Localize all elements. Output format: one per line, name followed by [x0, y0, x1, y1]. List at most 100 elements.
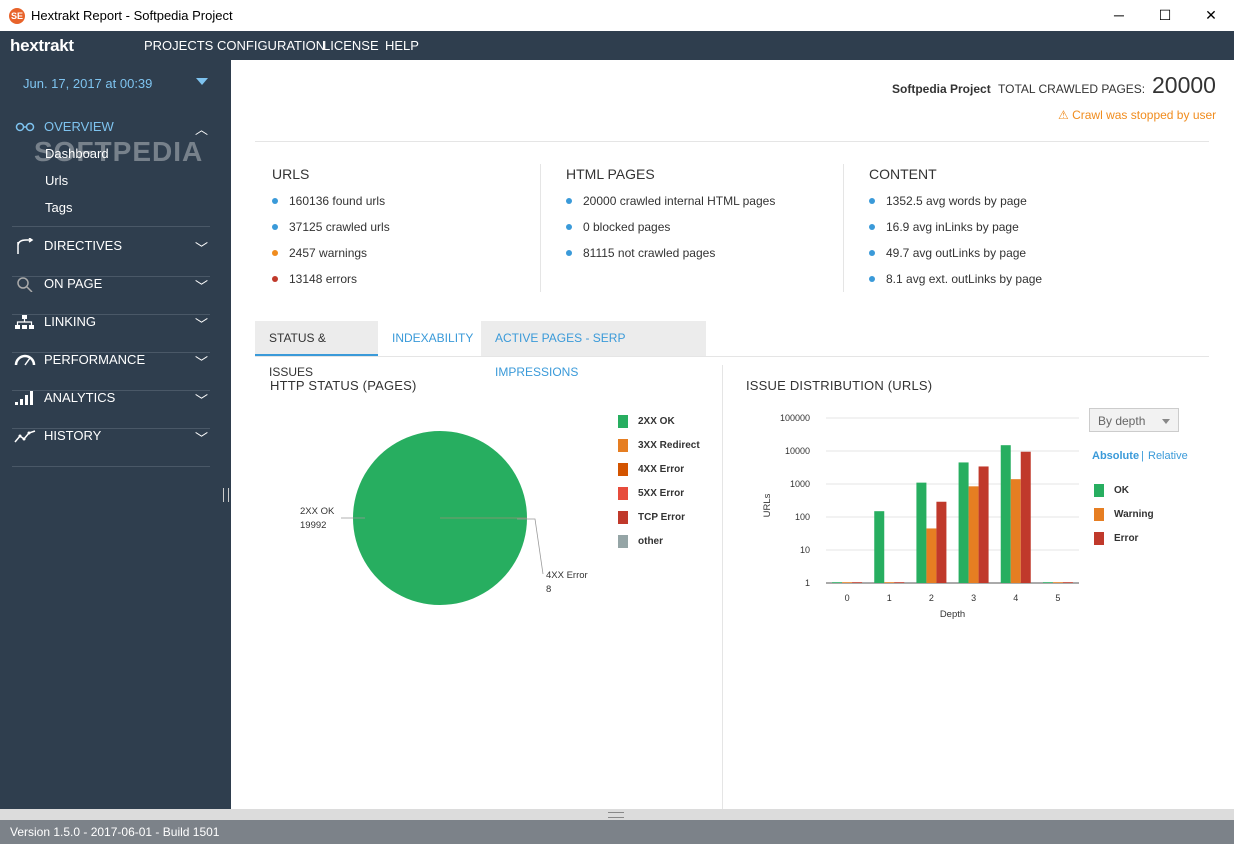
bullet-dot [566, 198, 572, 204]
stat-item: 13148 errors [272, 272, 390, 298]
minimize-button[interactable]: ─ [1114, 7, 1124, 23]
pie-leader-line [517, 518, 544, 575]
legend-swatch [1094, 532, 1104, 545]
glasses-icon [15, 122, 35, 132]
legend-swatch [618, 439, 628, 452]
divider [540, 164, 541, 292]
issue-distribution-title: ISSUE DISTRIBUTION (URLS) [746, 378, 933, 393]
bar [1052, 582, 1063, 583]
crawl-stopped-warning: ⚠ Crawl was stopped by user [1058, 108, 1217, 122]
y-axis-label: URLs [762, 493, 773, 517]
gauge-icon [14, 354, 36, 366]
divider [843, 164, 844, 292]
stat-item: 37125 crawled urls [272, 220, 390, 246]
menu-license[interactable]: LICENSE [323, 38, 379, 53]
depth-dropdown-value: By depth [1098, 414, 1146, 428]
sidebar-item-urls[interactable]: Urls [45, 173, 69, 188]
x-tick-label: 1 [887, 593, 892, 603]
status-bar: Version 1.5.0 - 2017-06-01 - Build 1501 [0, 809, 1234, 844]
stat-item: 20000 crawled internal HTML pages [566, 194, 775, 220]
bar [1020, 451, 1031, 583]
sidebar-section-overview[interactable]: OVERVIEW ︿ [12, 119, 210, 227]
sidebar-resize-handle[interactable] [223, 488, 229, 502]
total-crawled-label: TOTAL CRAWLED PAGES: [998, 82, 1146, 96]
stat-item: 8.1 avg ext. outLinks by page [869, 272, 1042, 298]
directives-icon [17, 238, 34, 254]
sitemap-icon [15, 315, 34, 329]
tab-indexability[interactable]: INDEXABILITY [392, 331, 474, 345]
bar [852, 582, 863, 583]
bullet-dot [869, 198, 875, 204]
pie-value: 19992 [300, 520, 326, 531]
bullet-dot [272, 276, 278, 282]
sidebar-label-performance: PERFORMANCE [44, 352, 146, 367]
x-axis-label: Depth [940, 609, 965, 620]
stat-item: 2457 warnings [272, 246, 390, 272]
stats-content: CONTENT 1352.5 avg words by page 16.9 av… [869, 166, 1042, 298]
divider [722, 365, 723, 809]
sidebar-label-on-page: ON PAGE [44, 276, 103, 291]
sidebar-section-history[interactable]: HISTORY ﹀ [12, 428, 210, 467]
sidebar-item-tags[interactable]: Tags [45, 200, 73, 215]
bar [1000, 445, 1011, 583]
sidebar-section-analytics[interactable]: ANALYTICS ﹀ [12, 390, 210, 429]
stats-urls: URLS 160136 found urls 37125 crawled url… [272, 166, 390, 298]
legend-label: 3XX Redirect [638, 440, 700, 451]
absolute-toggle[interactable]: Absolute [1092, 450, 1140, 462]
tab-status-issues[interactable]: STATUS & ISSUES [255, 321, 378, 379]
legend-swatch [618, 487, 628, 500]
window-title: Hextrakt Report - Softpedia Project [31, 8, 233, 23]
stats-content-title: CONTENT [869, 166, 937, 182]
menu-bar: hextrakt PROJECTS CONFIGURATION LICENSE … [0, 31, 1234, 60]
http-status-title: HTTP STATUS (PAGES) [270, 378, 417, 393]
tab-active-pages-serp[interactable]: ACTIVE PAGES - SERP IMPRESSIONS [481, 321, 706, 379]
sidebar-section-directives[interactable]: DIRECTIVES ﹀ [12, 238, 210, 277]
divider [255, 141, 1209, 142]
stat-item: 0 blocked pages [566, 220, 775, 246]
bullet-dot [272, 198, 278, 204]
legend-label: Warning [1114, 509, 1154, 520]
divider [255, 356, 1209, 357]
chevron-down-icon: ﹀ [194, 317, 208, 332]
x-tick-label: 0 [845, 593, 850, 603]
crawl-date-selector[interactable]: Jun. 17, 2017 at 00:39 [23, 76, 153, 91]
grip-icon [608, 812, 624, 818]
bar [1042, 582, 1053, 583]
bullet-dot [869, 250, 875, 256]
menu-help[interactable]: HELP [385, 38, 419, 53]
sidebar-label-history: HISTORY [44, 428, 102, 443]
x-tick-label: 3 [971, 593, 976, 603]
project-name: Softpedia Project [892, 82, 991, 96]
sidebar-item-dashboard[interactable]: Dashboard [45, 146, 109, 161]
maximize-button[interactable]: ☐ [1158, 7, 1172, 23]
splitter[interactable] [0, 809, 1234, 820]
chevron-up-icon: ︿ [194, 122, 208, 137]
caret-down-icon[interactable] [196, 78, 208, 85]
bullet-dot [566, 250, 572, 256]
version-text: Version 1.5.0 - 2017-06-01 - Build 1501 [10, 825, 220, 839]
pie-label: 4XX Error [546, 570, 588, 581]
close-button[interactable]: ✕ [1205, 7, 1217, 23]
relative-toggle[interactable]: Relative [1148, 450, 1188, 462]
legend-label: TCP Error [638, 512, 686, 523]
total-crawled-value: 20000 [1152, 72, 1216, 98]
bars-icon [15, 391, 33, 405]
bar [958, 462, 969, 583]
bullet-dot [869, 224, 875, 230]
menu-projects[interactable]: PROJECTS [144, 38, 214, 53]
sidebar-section-performance[interactable]: PERFORMANCE ﹀ [12, 352, 210, 391]
menu-configuration[interactable]: CONFIGURATION [217, 38, 326, 53]
chevron-down-icon: ﹀ [194, 241, 208, 256]
stat-item: 1352.5 avg words by page [869, 194, 1042, 220]
y-tick-label: 100000 [780, 413, 810, 423]
bar [884, 582, 895, 583]
sidebar-section-on-page[interactable]: ON PAGE ﹀ [12, 276, 210, 315]
depth-dropdown[interactable]: By depth [1089, 408, 1179, 432]
sidebar-label-analytics: ANALYTICS [44, 390, 116, 405]
bar [978, 466, 989, 583]
bar [1010, 479, 1021, 583]
caret-down-icon [1162, 419, 1170, 424]
pie-label: 2XX OK [300, 506, 335, 517]
bar [916, 482, 927, 583]
sidebar-section-linking[interactable]: LINKING ﹀ [12, 314, 210, 353]
